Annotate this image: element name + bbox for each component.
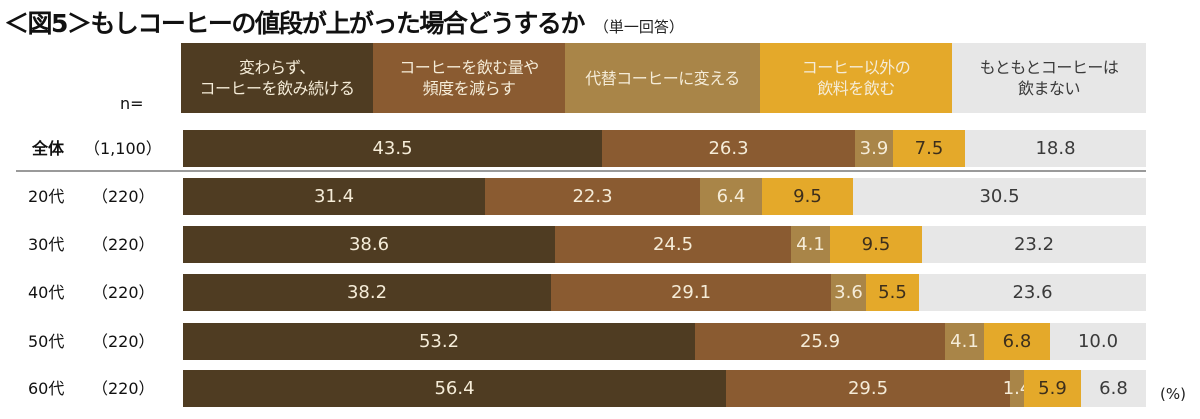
row-label: 30代 （220） (28, 231, 155, 255)
legend-item: 代替コーヒーに変える (565, 43, 760, 113)
row-label: 50代 （220） (28, 328, 155, 352)
n-label: n= (120, 94, 144, 113)
legend-item: コーヒー以外の 飲料を飲む (760, 43, 952, 113)
data-label: 3.6 (834, 282, 863, 303)
bar-segment: 3.6 (831, 274, 866, 311)
bar-segment: 43.5 (183, 130, 602, 167)
bar-segment: 31.4 (183, 178, 485, 215)
bar-segment: 5.9 (1024, 370, 1081, 407)
data-label: 26.3 (708, 138, 749, 159)
data-label: 5.9 (1038, 378, 1067, 399)
data-label: 7.5 (914, 138, 944, 159)
data-label: 29.1 (670, 282, 712, 303)
group-label: 全体 (32, 139, 65, 158)
sample-size: （220） (92, 235, 155, 254)
row-label: 全体 （1,100） (32, 135, 162, 159)
bar-segment: 10.0 (1050, 323, 1146, 360)
data-label: 23.6 (1012, 282, 1053, 303)
bar-segment: 38.6 (183, 226, 555, 263)
chart-title: ＜図5＞もしコーヒーの値段が上がった場合どうするか （単一回答） (4, 4, 684, 40)
bar-segment: 29.5 (726, 370, 1010, 407)
bar-segment: 6.4 (700, 178, 762, 215)
bar-segment: 7.5 (893, 130, 965, 167)
data-label: 6.4 (716, 186, 746, 207)
group-label: 40代 (28, 283, 65, 302)
sample-size: （220） (92, 283, 155, 302)
group-label: 30代 (28, 235, 65, 254)
data-label: 4.1 (950, 331, 979, 352)
data-label: 25.9 (799, 331, 841, 352)
sample-size: （220） (92, 187, 155, 206)
data-label: 9.5 (861, 234, 891, 255)
bar-segment: 9.5 (762, 178, 853, 215)
bar-segment: 38.2 (183, 274, 551, 311)
data-label: 9.5 (793, 186, 822, 207)
data-label: 6.8 (1099, 378, 1128, 399)
data-label: 29.5 (847, 378, 889, 399)
bar-segment: 4.1 (791, 226, 830, 263)
bar-segment: 5.5 (866, 274, 919, 311)
data-label: 30.5 (979, 186, 1020, 207)
data-label: 10.0 (1077, 331, 1119, 352)
sample-size: （220） (92, 332, 155, 351)
bar-segment: 3.9 (855, 130, 893, 167)
bar-segment: 22.3 (485, 178, 700, 215)
data-label: 6.8 (1002, 331, 1032, 352)
bar-segment: 29.1 (551, 274, 831, 311)
bar-segment: 1.4 (1003, 370, 1031, 407)
data-label: 22.3 (572, 186, 613, 207)
group-label: 50代 (28, 332, 65, 351)
data-label: 3.9 (859, 138, 889, 159)
bar-segment: 6.8 (1081, 370, 1146, 407)
total-separator-line (16, 170, 1146, 172)
row-label: 60代 （220） (28, 375, 155, 399)
bar-segment: 18.8 (965, 130, 1146, 167)
legend-item: もともとコーヒーは 飲まない (952, 43, 1146, 113)
bar-segment: 23.2 (922, 226, 1146, 263)
data-label: 5.5 (878, 282, 907, 303)
bar-segment: 23.6 (919, 274, 1146, 311)
group-label: 20代 (28, 187, 65, 206)
data-label: 38.2 (346, 282, 388, 303)
sample-size: （220） (92, 379, 155, 398)
data-label: 53.2 (418, 331, 460, 352)
bar-segment: 24.5 (555, 226, 791, 263)
data-label: 24.5 (652, 234, 694, 255)
data-label: 31.4 (313, 186, 355, 207)
group-label: 60代 (28, 379, 65, 398)
data-label: 23.2 (1013, 234, 1055, 255)
unit-label: (%) (1160, 385, 1186, 403)
row-label: 40代 （220） (28, 279, 155, 303)
bar-segment: 53.2 (183, 323, 695, 360)
subtitle: （単一回答） (593, 18, 684, 36)
bar-segment: 4.1 (945, 323, 984, 360)
data-label: 56.4 (434, 378, 475, 399)
legend-item: コーヒーを飲む量や 頻度を減らす (373, 43, 565, 113)
bar-segment: 6.8 (984, 323, 1050, 360)
bar-segment: 9.5 (830, 226, 922, 263)
title-text: ＜図5＞もしコーヒーの値段が上がった場合どうするか (4, 9, 585, 38)
row-label: 20代 （220） (28, 183, 155, 207)
sample-size: （1,100） (84, 139, 162, 158)
data-label: 18.8 (1035, 138, 1076, 159)
bar-segment: 30.5 (853, 178, 1146, 215)
legend-item: 変わらず、 コーヒーを飲み続ける (181, 43, 373, 113)
data-label: 43.5 (372, 138, 413, 159)
data-label: 4.1 (796, 234, 825, 255)
data-label: 38.6 (348, 234, 390, 255)
bar-segment: 26.3 (602, 130, 855, 167)
bar-segment: 25.9 (695, 323, 945, 360)
bar-segment: 56.4 (183, 370, 726, 407)
